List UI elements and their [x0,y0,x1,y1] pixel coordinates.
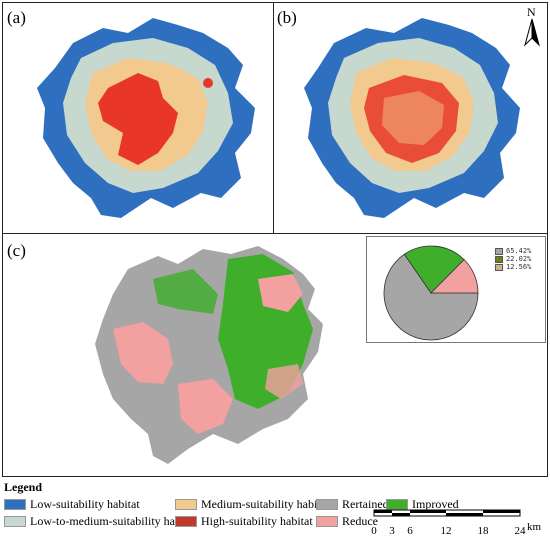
legend-swatch-retained [316,498,338,510]
legend-label-high: High-suitability habitat [201,513,313,528]
panel-label-b: (b) [277,8,297,27]
map-panel-c: (c) 65.42% 22.02% 12.56% [2,233,548,477]
pie-legend-swatch [495,255,503,263]
pie-legend-item: 22.02% [495,255,531,263]
legend-swatch-low [4,498,26,510]
map-panel-a: (a) [2,2,274,234]
scale-tick: 0 [371,525,377,537]
pie-slice-1 [403,245,465,294]
north-arrow-icon: N [524,5,540,47]
legend-item-low: Low-suitability habitat [4,497,140,511]
pie-legend-label: 65.42% [506,247,532,255]
habitat-map-b [304,18,520,218]
scale-tick: 12 [440,525,452,537]
north-label: N [527,5,536,19]
habitat-map-a [37,18,255,218]
pie-chart [383,245,479,341]
legend-swatch-low-medium [4,515,26,527]
legend-item-improved: Improved [386,497,459,511]
panel-label-a: (a) [7,8,26,27]
legend-label-reduce: Reduce [342,513,378,528]
pie-legend-swatch [495,247,503,255]
pie-legend-label: 22.02% [506,255,532,263]
legend-swatch-improved [386,498,408,510]
legend-label-low: Low-suitability habitat [30,496,140,511]
scale-bar-graphic [373,509,521,517]
scale-tick: 3 [389,525,395,537]
scale-tick: 24 [514,525,526,537]
legend-item-low-medium: Low-to-medium-suitability habitat [4,514,196,528]
pie-legend: 65.42% 22.02% 12.56% [495,247,531,271]
change-map-c [95,246,323,464]
pie-legend-swatch [495,263,503,271]
legend-swatch-medium [175,498,197,510]
legend-item-reduce: Reduce [316,514,378,528]
scale-bar: 0 3 6 12 18 24 km [370,508,545,548]
map-panel-b: (b) N [273,2,548,234]
pie-legend-item: 12.56% [495,263,531,271]
legend-item-retained: Rertained [316,497,389,511]
legend-item-high: High-suitability habitat [175,514,313,528]
panel-label-c: (c) [7,241,26,260]
scale-unit: km [527,521,542,533]
pie-legend-label: 12.56% [506,263,532,271]
legend-label-low-medium: Low-to-medium-suitability habitat [30,513,197,528]
legend-label-medium: Medium-suitability habitat [201,496,330,511]
pie-slice-0 [383,253,479,341]
legend-title: Legend [4,480,43,494]
legend-label-improved: Improved [412,496,459,511]
pie-chart-box: 65.42% 22.02% 12.56% [366,236,546,343]
legend-item-medium: Medium-suitability habitat [175,497,329,511]
legend-swatch-reduce [316,515,338,527]
pie-slice-2 [430,259,479,294]
legend-label-retained: Rertained [342,496,389,511]
pie-legend-item: 65.42% [495,247,531,255]
scale-tick: 18 [477,525,489,537]
scale-tick: 6 [407,525,413,537]
legend-swatch-high [175,515,197,527]
